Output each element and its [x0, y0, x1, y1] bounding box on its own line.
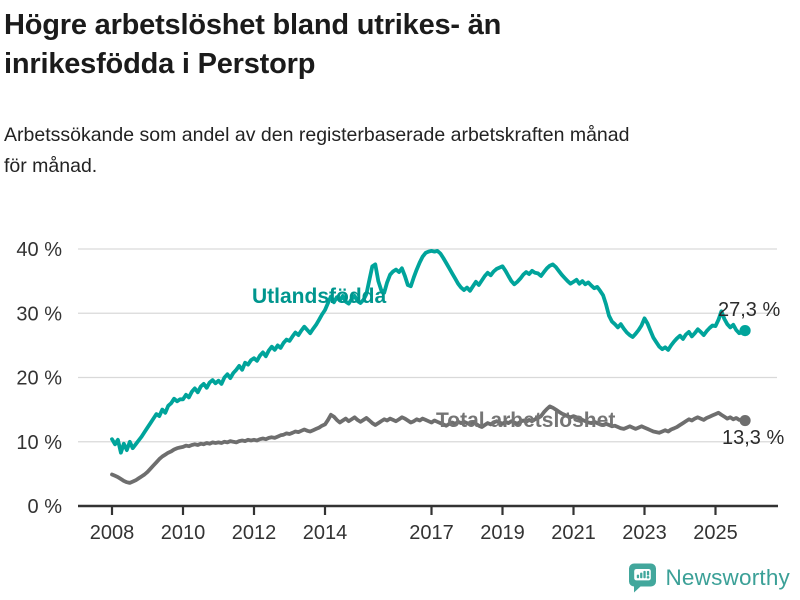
series-end-dot-total-arbetsloshet	[739, 414, 751, 427]
x-tick-label-2025: 2025	[693, 522, 738, 544]
y-tick-label-20: 20 %	[16, 368, 62, 390]
chart-subtitle-line-2: för månad.	[4, 155, 98, 177]
page-title: Högre arbetslöshet bland utrikes- än inr…	[4, 6, 501, 84]
y-tick-label-40: 40 %	[16, 239, 62, 261]
chart-subtitle: Arbetssökande som andel av den registerb…	[4, 120, 629, 182]
end-value-label-utlandsfodda: 27,3 %	[718, 299, 781, 321]
x-tick-label-2023: 2023	[622, 522, 667, 544]
y-tick-label-0: 0 %	[28, 496, 63, 518]
y-tick-label-10: 10 %	[16, 432, 62, 454]
chart-subtitle-line-1: Arbetssökande som andel av den registerb…	[4, 124, 630, 146]
x-tick-label-2010: 2010	[161, 522, 206, 544]
newsworthy-logo-icon	[629, 563, 657, 593]
end-value-label-total: 13,3 %	[722, 427, 785, 449]
y-tick-label-30: 30 %	[16, 303, 62, 325]
x-tick-label-2021: 2021	[551, 522, 596, 544]
x-tick-label-2019: 2019	[480, 522, 525, 544]
series-end-dot-utlandsfodda	[739, 324, 751, 337]
newsworthy-logo: Newsworthy	[628, 562, 790, 593]
page-title-line-1: Högre arbetslöshet bland utrikes- än	[4, 9, 502, 41]
series-line-utlandsfodda	[110, 248, 747, 455]
x-tick-label-2008: 2008	[90, 522, 135, 544]
newsworthy-logo-text: Newsworthy	[665, 564, 790, 590]
series-label-utlandsfodda: Utlandsfödda	[252, 285, 387, 308]
x-tick-label-2017: 2017	[409, 522, 454, 544]
page-title-line-2: inrikesfödda i Perstorp	[4, 48, 316, 80]
x-tick-label-2012: 2012	[232, 522, 277, 544]
series-label-total-arbetsloshet: Total arbetslöshet	[436, 409, 616, 432]
x-tick-label-2014: 2014	[303, 522, 348, 544]
series-line-total-arbetsloshet	[110, 404, 747, 485]
